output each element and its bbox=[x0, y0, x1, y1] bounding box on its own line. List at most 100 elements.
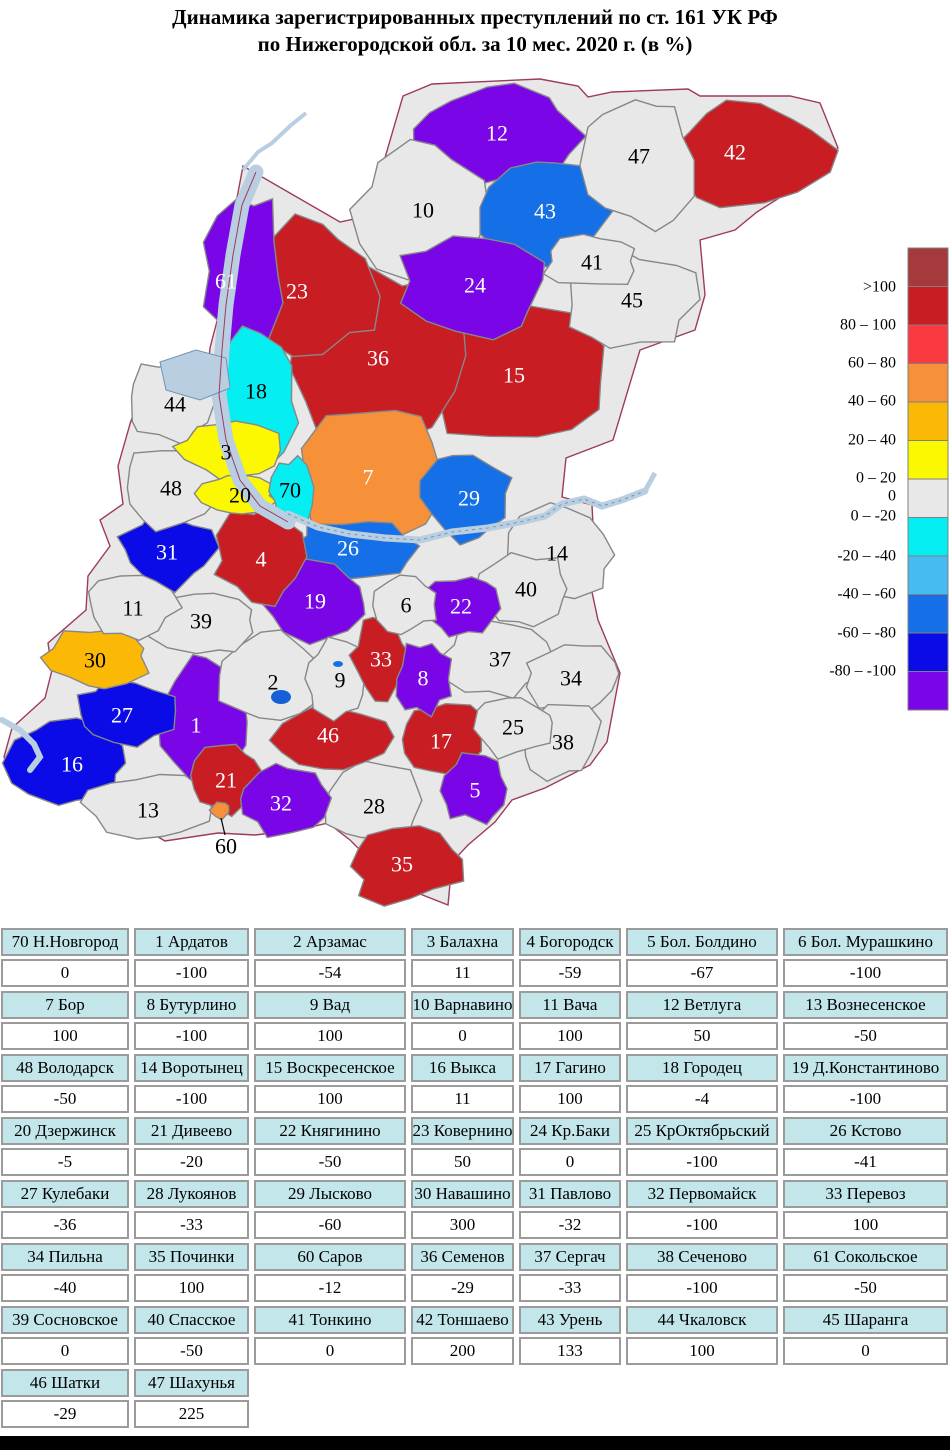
district-value-cell: -50 bbox=[1, 1085, 129, 1113]
legend-label-2: 60 – 80 bbox=[848, 355, 896, 372]
district-name-cell: 21 Дивеево bbox=[134, 1117, 249, 1145]
district-name-cell: 43 Урень bbox=[519, 1306, 621, 1334]
district-label-2: 2 bbox=[268, 670, 279, 695]
table-header-row-0: 70 Н.Новгород 1 Ардатов 2 Арзамас 3 Балахна… bbox=[1, 928, 949, 956]
table-header-row-4: 27 Кулебаки 28 Лукоянов 29 Лысково 30 Наваш… bbox=[1, 1180, 949, 1208]
district-6 bbox=[372, 574, 438, 636]
district-name-cell: 15 Воскресенское bbox=[254, 1054, 406, 1082]
legend-swatch-4 bbox=[907, 401, 949, 441]
district-value-cell: -100 bbox=[783, 959, 948, 987]
district-label-18: 18 bbox=[245, 379, 267, 404]
district-value-cell: 100 bbox=[134, 1274, 249, 1302]
district-27 bbox=[76, 677, 177, 748]
district-8 bbox=[395, 642, 453, 718]
bottom-bar bbox=[0, 1436, 950, 1450]
district-value-cell: 100 bbox=[1, 1022, 129, 1050]
district-value-cell: -4 bbox=[626, 1085, 778, 1113]
district-name-cell: 27 Кулебаки bbox=[1, 1180, 129, 1208]
district-label-25: 25 bbox=[502, 715, 524, 740]
district-46 bbox=[268, 704, 395, 771]
district-name-cell: 30 Навашино bbox=[411, 1180, 514, 1208]
district-34 bbox=[525, 644, 620, 714]
district-name-cell: 47 Шахунья bbox=[134, 1369, 249, 1397]
legend-swatch-1 bbox=[907, 286, 949, 326]
district-value-cell: -59 bbox=[519, 959, 621, 987]
district-value-cell: 0 bbox=[783, 1337, 948, 1365]
district-value-cell: 133 bbox=[519, 1337, 621, 1365]
district-label-43: 43 bbox=[534, 199, 556, 224]
district-value-cell: -20 bbox=[134, 1148, 249, 1176]
district-name-cell: 22 Княгинино bbox=[254, 1117, 406, 1145]
district-29 bbox=[419, 454, 513, 546]
district-value-cell: -33 bbox=[134, 1211, 249, 1239]
district-value-cell: 11 bbox=[411, 959, 514, 987]
district-value-cell: -41 bbox=[783, 1148, 948, 1176]
district-value-cell: -50 bbox=[783, 1022, 948, 1050]
district-value-cell: 225 bbox=[134, 1400, 249, 1428]
district-value-cell: -50 bbox=[783, 1274, 948, 1302]
legend-swatch-10 bbox=[907, 632, 949, 672]
district-name-cell: 19 Д.Константиново bbox=[783, 1054, 948, 1082]
district-value-cell: 300 bbox=[411, 1211, 514, 1239]
district-label-42: 42 bbox=[724, 140, 746, 165]
district-label-16: 16 bbox=[61, 752, 83, 777]
district-name-cell: 4 Богородск bbox=[519, 928, 621, 956]
district-name-cell: 9 Вад bbox=[254, 991, 406, 1019]
district-name-cell: 11 Вача bbox=[519, 991, 621, 1019]
legend-label-11: -80 – -100 bbox=[829, 663, 896, 680]
table-header-row-5: 34 Пильна 35 Починки 60 Саров 36 Семенов 37 … bbox=[1, 1243, 949, 1271]
district-label-27: 27 bbox=[111, 703, 133, 728]
district-label-13: 13 bbox=[137, 798, 159, 823]
district-label-7: 7 bbox=[363, 465, 374, 490]
district-value-cell: -100 bbox=[134, 959, 249, 987]
table-header-row-2: 48 Володарск 14 Воротынец 15 Воскресенское… bbox=[1, 1054, 949, 1082]
district-value-cell: 100 bbox=[254, 1022, 406, 1050]
district-name-cell: 46 Шатки bbox=[1, 1369, 129, 1397]
district-value-cell: 100 bbox=[783, 1211, 948, 1239]
district-value-cell: 0 bbox=[519, 1148, 621, 1176]
district-label-29: 29 bbox=[458, 486, 480, 511]
district-value-cell: -67 bbox=[626, 959, 778, 987]
district-label-31: 31 bbox=[156, 540, 178, 565]
district-label-48: 48 bbox=[160, 476, 182, 501]
legend-label-8: -20 – -40 bbox=[837, 548, 896, 565]
district-label-10: 10 bbox=[412, 198, 434, 223]
district-name-cell: 48 Володарск bbox=[1, 1054, 129, 1082]
district-35 bbox=[349, 825, 465, 907]
district-name-cell: 13 Вознесенское bbox=[783, 991, 948, 1019]
district-value-cell: 11 bbox=[411, 1085, 514, 1113]
table-header-row-6: 39 Сосновское 40 Спасское 41 Тонкино 42 Тон… bbox=[1, 1306, 949, 1334]
district-value-cell: -100 bbox=[626, 1211, 778, 1239]
district-value-cell: -33 bbox=[519, 1274, 621, 1302]
region-border-in-water bbox=[218, 171, 289, 523]
district-name-cell: 40 Спасское bbox=[134, 1306, 249, 1334]
district-name-cell: 14 Воротынец bbox=[134, 1054, 249, 1082]
legend-label-5: 0 – 20 bbox=[856, 470, 896, 487]
district-value-cell: 50 bbox=[626, 1022, 778, 1050]
district-value-cell: -36 bbox=[1, 1211, 129, 1239]
legend-label-10: -60 – -80 bbox=[837, 625, 896, 642]
district-label-60: 60 bbox=[215, 834, 237, 859]
district-label-22: 22 bbox=[450, 594, 472, 619]
district-name-cell: 2 Арзамас bbox=[254, 928, 406, 956]
district-41 bbox=[542, 233, 636, 286]
district-label-70: 70 bbox=[279, 478, 301, 503]
district-24 bbox=[399, 235, 546, 341]
district-value-cell: 200 bbox=[411, 1337, 514, 1365]
district-name-cell: 20 Дзержинск bbox=[1, 1117, 129, 1145]
district-name-cell: 36 Семенов bbox=[411, 1243, 514, 1271]
district-name-cell: 34 Пильна bbox=[1, 1243, 129, 1271]
district-name-cell: 5 Бол. Болдино bbox=[626, 928, 778, 956]
district-47 bbox=[579, 99, 695, 233]
district-60-leader bbox=[220, 817, 226, 836]
district-value-cell: 0 bbox=[1, 959, 129, 987]
river-edge bbox=[287, 490, 646, 541]
district-value-cell: 100 bbox=[519, 1085, 621, 1113]
table-value-row-0: 0 -100 -54 11 -59 -67 -100 bbox=[1, 959, 949, 987]
pond-vad bbox=[333, 661, 343, 667]
legend-swatch-0 bbox=[907, 247, 949, 287]
district-name-cell: 8 Бутурлино bbox=[134, 991, 249, 1019]
district-name-cell: 16 Выкса bbox=[411, 1054, 514, 1082]
district-value-cell: -54 bbox=[254, 959, 406, 987]
